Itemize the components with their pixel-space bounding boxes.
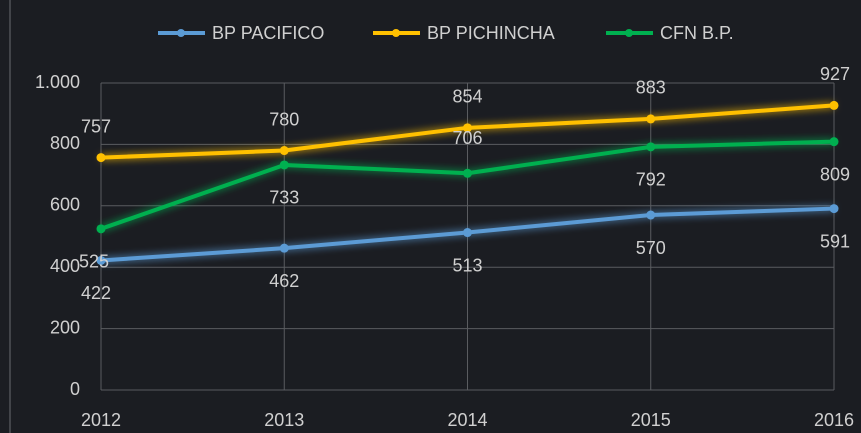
point [646, 142, 656, 152]
data-label: 927 [820, 64, 850, 84]
point [279, 243, 289, 253]
x-tick-label: 2016 [814, 410, 854, 430]
y-tick-label: 1.000 [35, 72, 80, 92]
point [96, 255, 106, 265]
legend-dot [392, 29, 400, 37]
point [463, 123, 472, 133]
data-label: 883 [636, 78, 666, 98]
data-label: 570 [636, 238, 666, 258]
point [96, 153, 106, 163]
x-tick-label: 2013 [264, 410, 304, 430]
data-label: 809 [820, 164, 850, 184]
point [279, 146, 289, 156]
data-label: 757 [81, 116, 111, 136]
legend-label: BP PACIFICO [212, 23, 324, 43]
x-tick-label: 2015 [631, 410, 671, 430]
data-label: 462 [269, 271, 299, 291]
y-tick-label: 800 [50, 133, 80, 153]
point [463, 228, 472, 238]
x-tick-label: 2012 [81, 410, 121, 430]
y-tick-label: 0 [70, 379, 80, 399]
legend-dot [625, 29, 633, 37]
data-label: 591 [820, 231, 850, 251]
data-label: 792 [636, 170, 666, 190]
data-label: 513 [452, 255, 482, 275]
point [829, 100, 839, 110]
x-tick-label: 2014 [447, 410, 487, 430]
legend-dot [177, 29, 185, 37]
y-tick-label: 200 [50, 317, 80, 337]
point [96, 224, 106, 234]
point [463, 168, 472, 178]
point [829, 137, 839, 147]
y-tick-label: 600 [50, 195, 80, 215]
point [646, 210, 656, 220]
legend-label: BP PICHINCHA [427, 23, 555, 43]
y-tick-label: 400 [50, 256, 80, 276]
point [646, 114, 656, 124]
data-label: 854 [452, 87, 482, 107]
data-label: 780 [269, 109, 299, 129]
data-label: 706 [452, 128, 482, 148]
point [279, 160, 289, 170]
legend-label: CFN B.P. [660, 23, 734, 43]
data-label: 525 [79, 252, 109, 272]
data-label: 422 [81, 283, 111, 303]
point [829, 204, 839, 214]
data-label: 733 [269, 188, 299, 208]
